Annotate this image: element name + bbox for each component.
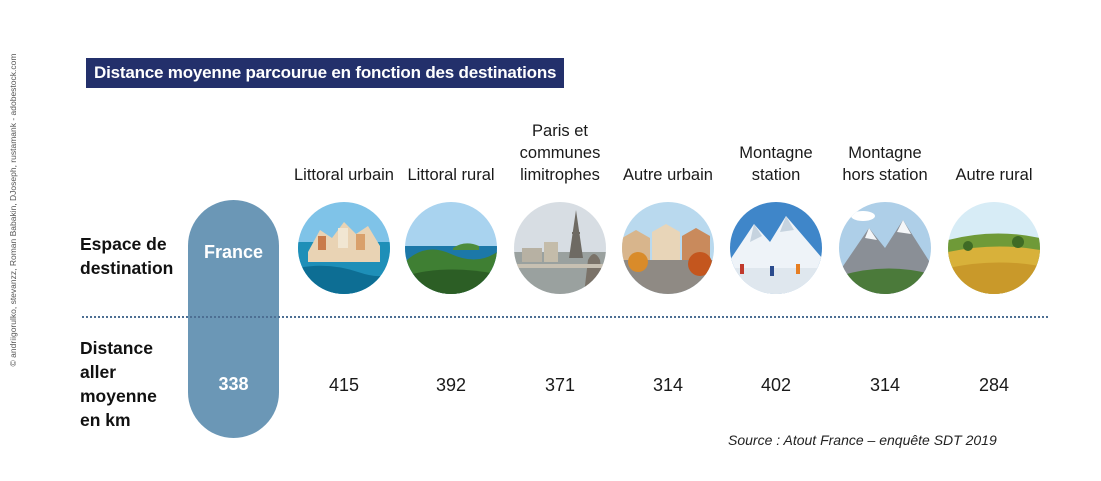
destination-label: Montagne hors station — [842, 144, 928, 184]
row-label-distance: Distance aller moyenne en km — [80, 338, 157, 430]
town-street-icon — [622, 202, 714, 294]
destination-label: Paris et communes limitrophes — [519, 122, 601, 184]
destination-column: Littoral rural 392 — [396, 110, 506, 410]
destination-label: Littoral urbain — [294, 166, 394, 184]
destination-label: Montagne station — [739, 144, 813, 184]
coastal-countryside-icon — [405, 202, 497, 294]
destination-label: Littoral rural — [407, 166, 495, 184]
ski-resort-icon — [730, 202, 822, 294]
destination-value: 371 — [544, 375, 576, 395]
destination-value: 284 — [978, 375, 1010, 395]
france-label: France — [203, 242, 264, 262]
destination-value: 314 — [652, 375, 684, 395]
destination-value: 314 — [869, 375, 901, 395]
france-value: 338 — [218, 374, 249, 394]
row-label-destination: Espace de destination — [80, 234, 174, 278]
destination-column: Paris et communes limitrophes 371 — [505, 110, 615, 410]
countryside-fields-icon — [948, 202, 1040, 294]
mountain-landscape-icon — [839, 202, 931, 294]
destination-label: Autre urbain — [623, 166, 713, 184]
destination-column: Autre rural 284 — [939, 110, 1049, 410]
destination-column: Autre urbain 314 — [613, 110, 723, 410]
destination-column: Montagne station 402 — [721, 110, 831, 410]
destination-value: 402 — [760, 375, 792, 395]
coastal-town-icon — [298, 202, 390, 294]
destination-column: Littoral urbain 415 — [289, 110, 399, 410]
destination-column: Montagne hors station 314 — [830, 110, 940, 410]
photo-credit-text: © andriigorulko, stevanzz, Roman Babakin… — [8, 53, 18, 367]
photo-credit: © andriigorulko, stevanzz, Roman Babakin… — [2, 10, 24, 410]
source-note: Source : Atout France – enquête SDT 2019 — [728, 432, 997, 448]
chart-title: Distance moyenne parcourue en fonction d… — [86, 58, 565, 88]
france-pill — [188, 200, 279, 438]
destination-value: 415 — [328, 375, 360, 395]
row-divider — [82, 316, 1048, 318]
paris-skyline-icon — [514, 202, 606, 294]
destination-label: Autre rural — [955, 166, 1033, 184]
destination-value: 392 — [435, 375, 467, 395]
